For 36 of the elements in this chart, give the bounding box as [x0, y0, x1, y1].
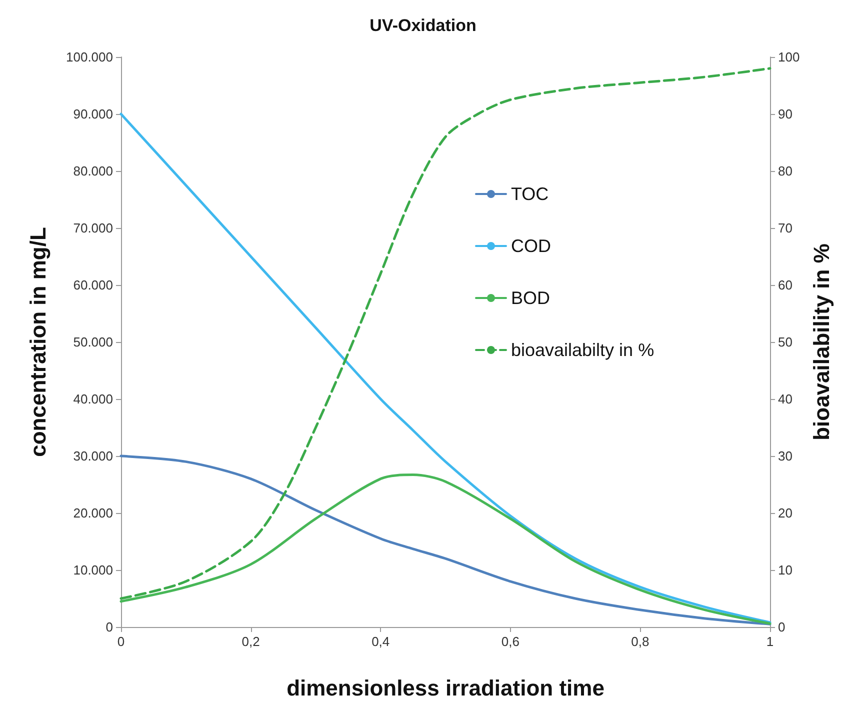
chart-title: UV-Oxidation [370, 16, 476, 35]
legend-label: BOD [511, 288, 550, 308]
y-tick-label: 0 [106, 620, 113, 634]
y-tick-label: 10.000 [73, 562, 113, 578]
y-tick-label: 50.000 [73, 334, 113, 350]
y-tick-label: 100.000 [66, 50, 113, 64]
x-tick-label: 0,8 [631, 634, 650, 649]
y-tick-label: 20.000 [73, 506, 113, 520]
y-tick-label: 30.000 [73, 448, 113, 464]
x-tick-label: 0 [117, 634, 125, 649]
y2-tick-label: 100 [778, 50, 800, 64]
y2-tick-label: 10 [778, 562, 792, 578]
y2-tick-label: 60 [778, 278, 792, 292]
y2-tick-label: 90 [778, 106, 792, 122]
y2-tick-label: 30 [778, 448, 792, 464]
y-tick-label: 60.000 [73, 278, 113, 292]
legend-label: TOC [511, 184, 549, 204]
y2-axis-title: bioavailability in % [809, 244, 834, 440]
y2-tick-label: 70 [778, 220, 792, 236]
y-axis-title: concentration in mg/L [26, 227, 50, 457]
x-tick-label: 0,6 [501, 634, 520, 649]
y2-tick-label: 80 [778, 164, 792, 178]
y-tick-label: 80.000 [73, 164, 113, 178]
legend-label: bioavailabilty in % [511, 340, 654, 360]
y-tick-label: 70.000 [73, 220, 113, 236]
legend-label: COD [511, 236, 551, 256]
y2-tick-label: 0 [778, 620, 786, 634]
x-tick-label: 0,4 [372, 634, 390, 649]
y2-tick-label: 40 [778, 392, 792, 406]
x-tick-label: 1 [766, 634, 774, 649]
y2-tick-label: 20 [778, 506, 792, 520]
x-tick-label: 0,2 [242, 634, 260, 649]
y-tick-label: 90.000 [73, 106, 113, 122]
y-tick-label: 40.000 [73, 392, 113, 406]
y2-tick-label: 50 [778, 334, 792, 350]
x-axis-title: dimensionless irradiation time [286, 676, 604, 700]
